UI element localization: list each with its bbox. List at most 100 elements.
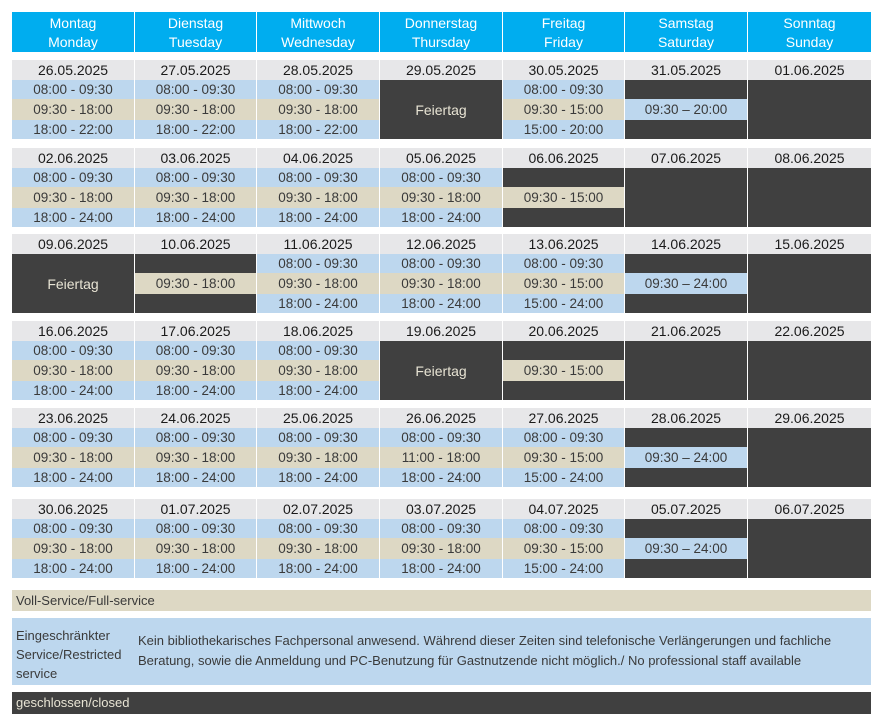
closed-cell [625,168,747,227]
day-header: Samstag Saturday [625,12,747,52]
slot-full-service: 09:30 - 18:00 [12,538,134,559]
slot-restricted: 18:00 - 24:00 [380,559,502,578]
closed-cell [748,428,871,487]
slot-restricted: 18:00 - 24:00 [135,208,256,227]
date-cell: 01.06.2025 [748,60,871,80]
slot-restricted: 08:00 - 09:30 [257,519,379,538]
slot-full-service: 09:30 - 18:00 [380,187,502,208]
slot-full-service: 09:30 - 15:00 [503,447,624,468]
date-cell: 02.07.2025 [257,499,379,519]
day-header-de: Samstag [658,15,714,31]
day-header: Mittwoch Wednesday [257,12,379,52]
slot-full-service: 09:30 - 18:00 [257,187,379,208]
slot-restricted: 18:00 - 24:00 [135,468,256,487]
slot-closed [135,254,256,273]
slot-restricted: 18:00 - 24:00 [12,208,134,227]
slot-restricted: 15:00 - 20:00 [503,120,624,139]
slot-full-service: 09:30 - 18:00 [380,538,502,559]
slot-full-service: 09:30 - 18:00 [257,447,379,468]
closed-cell [748,254,871,313]
date-cell: 21.06.2025 [625,321,747,341]
slot-restricted: 08:00 - 09:30 [503,80,624,99]
date-cell: 13.06.2025 [503,234,624,254]
date-cell: 16.06.2025 [12,321,134,341]
day-header-en: Monday [48,34,98,50]
date-cell: 03.06.2025 [135,148,256,168]
slot-restricted: 18:00 - 24:00 [257,468,379,487]
slot-restricted: 08:00 - 09:30 [380,519,502,538]
date-cell: 29.06.2025 [748,408,871,428]
date-cell: 07.06.2025 [625,148,747,168]
slot-restricted: 18:00 - 24:00 [12,559,134,578]
day-header: Freitag Friday [503,12,624,52]
day-header-de: Montag [49,15,97,31]
slot-restricted: 08:00 - 09:30 [135,341,256,360]
date-cell: 11.06.2025 [257,234,379,254]
legend-restricted-label: Eingeschränkter Service/Restricted servi… [16,628,122,681]
slot-full-service: 09:30 - 15:00 [503,99,624,120]
date-cell: 01.07.2025 [135,499,256,519]
day-header: Dienstag Tuesday [135,12,256,52]
date-cell: 12.06.2025 [380,234,502,254]
slot-restricted: 18:00 - 22:00 [12,120,134,139]
slot-restricted: 18:00 - 24:00 [12,468,134,487]
day-header-en: Friday [544,34,583,50]
legend-closed-label: geschlossen/closed [16,695,130,710]
legend-closed: geschlossen/closed [12,692,871,714]
day-header-en: Thursday [411,34,471,50]
date-cell: 10.06.2025 [135,234,256,254]
legend-full-service: Voll-Service/Full-service [12,590,871,611]
slot-full-service: 09:30 - 15:00 [503,360,624,381]
slot-restricted: 08:00 - 09:30 [135,519,256,538]
slot-full-service: 09:30 - 18:00 [257,538,379,559]
closed-cell [748,168,871,227]
date-cell: 18.06.2025 [257,321,379,341]
slot-restricted: 09:30 – 24:00 [625,538,747,559]
slot-restricted: 08:00 - 09:30 [257,254,379,273]
slot-restricted: 15:00 - 24:00 [503,559,624,578]
slot-restricted: 08:00 - 09:30 [503,254,624,273]
holiday-cell: Feiertag [12,254,134,313]
slot-restricted: 15:00 - 24:00 [503,468,624,487]
holiday-cell: Feiertag [380,80,502,139]
slot-closed [135,294,256,313]
date-cell: 30.06.2025 [12,499,134,519]
slot-restricted: 18:00 - 24:00 [135,381,256,400]
slot-restricted: 08:00 - 09:30 [135,80,256,99]
date-cell: 31.05.2025 [625,60,747,80]
day-header: Sonntag Sunday [748,12,871,52]
slot-closed [625,120,747,139]
slot-restricted: 08:00 - 09:30 [12,168,134,187]
date-cell: 28.05.2025 [257,60,379,80]
closed-cell [748,341,871,400]
slot-restricted: 09:30 – 24:00 [625,447,747,468]
date-cell: 29.05.2025 [380,60,502,80]
slot-restricted: 08:00 - 09:30 [135,168,256,187]
slot-restricted: 09:30 – 24:00 [625,273,747,294]
slot-restricted: 08:00 - 09:30 [12,428,134,447]
slot-closed [503,381,624,400]
slot-closed [503,168,624,187]
day-header-en: Wednesday [281,34,355,50]
closed-cell [748,519,871,578]
day-header-en: Sunday [785,34,834,50]
slot-full-service: 09:30 - 18:00 [12,447,134,468]
slot-closed [625,254,747,273]
slot-restricted: 08:00 - 09:30 [503,428,624,447]
slot-closed [625,468,747,487]
slot-restricted: 15:00 - 24:00 [503,294,624,313]
date-cell: 17.06.2025 [135,321,256,341]
date-cell: 26.05.2025 [12,60,134,80]
slot-restricted: 08:00 - 09:30 [12,341,134,360]
date-cell: 19.06.2025 [380,321,502,341]
slot-restricted: 09:30 – 20:00 [625,99,747,120]
day-header-en: Tuesday [168,34,223,50]
date-cell: 25.06.2025 [257,408,379,428]
date-cell: 08.06.2025 [748,148,871,168]
legend-restricted-service: Eingeschränkter Service/Restricted servi… [12,618,871,685]
date-cell: 06.07.2025 [748,499,871,519]
day-header-de: Mittwoch [290,15,346,31]
slot-restricted: 08:00 - 09:30 [257,428,379,447]
slot-restricted: 08:00 - 09:30 [257,341,379,360]
date-cell: 05.06.2025 [380,148,502,168]
